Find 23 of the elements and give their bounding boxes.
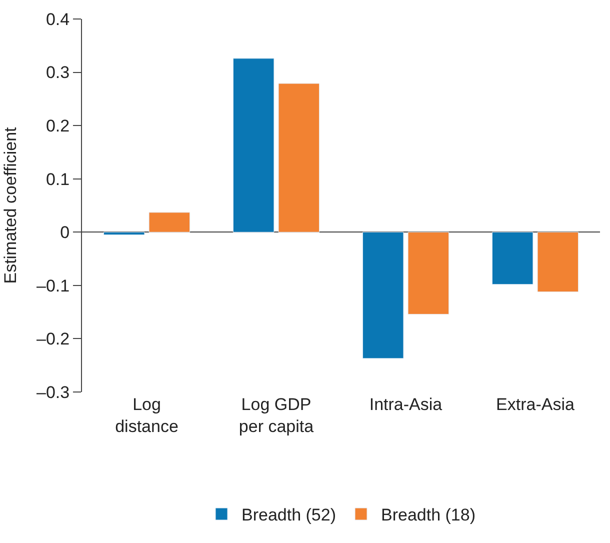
y-tick-label: –0.2 [36,330,70,349]
bar [362,232,404,359]
bar [148,212,190,232]
y-tick-label: –0.1 [36,276,70,296]
bar [537,232,579,292]
x-tick-label: Intra-Asia [369,395,443,414]
bar [103,232,145,236]
legend-label: Breadth (18) [381,506,476,525]
y-tick-label: 0.4 [46,10,70,29]
y-tick-label: 0.3 [46,63,70,82]
y-axis-title: Estimated coefficient [1,126,20,284]
legend-label: Breadth (52) [242,506,336,525]
bar [278,83,320,232]
x-tick-label: Extra-Asia [496,395,575,414]
bar [408,232,450,314]
x-tick-label: Log GDP per capita [238,395,314,436]
y-tick-label: 0.2 [46,116,70,136]
bar [492,232,534,285]
y-tick-label: 0 [60,223,70,242]
bar [232,58,274,232]
y-tick-label: –0.3 [36,382,70,402]
y-tick-label: 0.1 [46,170,70,189]
x-tick-label: Log distance [115,395,178,436]
